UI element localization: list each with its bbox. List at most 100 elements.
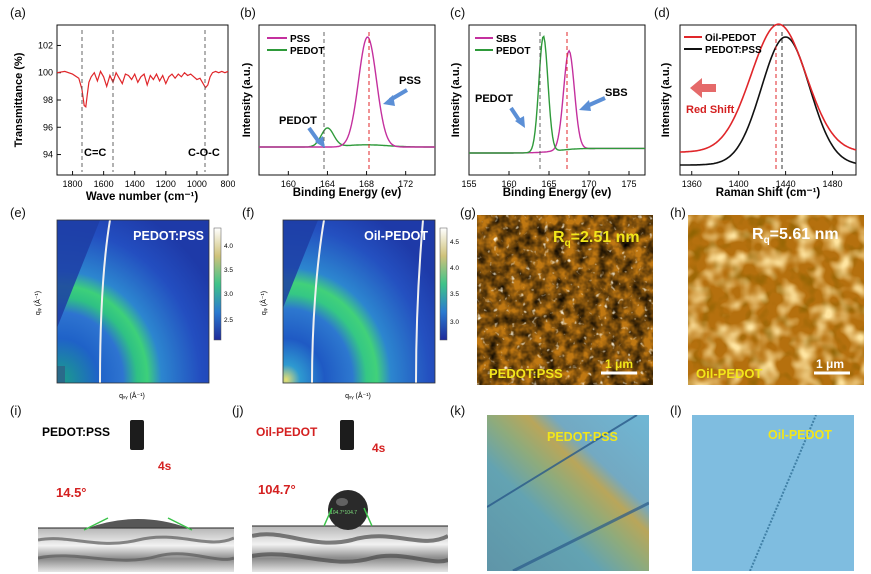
contact-angle-image-j: Oil-PEDOT 4s 104.7° 104.7°104.7 bbox=[252, 420, 448, 572]
x-tick-label: 155 bbox=[461, 179, 476, 189]
annotation-red-shift: Red Shift bbox=[686, 104, 735, 116]
roughness-label: Rq=5.61 nm bbox=[752, 226, 839, 246]
annotation-pedot: PEDOT bbox=[475, 93, 513, 105]
pss-series-line bbox=[259, 36, 435, 148]
oil-pedot-series-line bbox=[680, 23, 857, 153]
scratch-line-1 bbox=[487, 415, 638, 508]
sample-label: PEDOT:PSS bbox=[133, 229, 204, 243]
sample-label: PEDOT:PSS bbox=[547, 430, 618, 444]
sample-label: Oil-PEDOT bbox=[256, 425, 318, 439]
chart-e: PEDOT:PSS 4.0 3.5 3.0 2.5 qₓᵧ (Å⁻¹) qᵩ (… bbox=[33, 219, 233, 400]
panel-label-h: (h) bbox=[670, 205, 686, 220]
x-tick-label: 1440 bbox=[776, 179, 796, 189]
time-label: 4s bbox=[372, 441, 386, 455]
heatmap-wedge bbox=[283, 220, 318, 308]
sample-label: PEDOT:PSS bbox=[42, 425, 110, 439]
needle bbox=[340, 420, 354, 450]
plot-frame bbox=[679, 24, 857, 176]
panel-label-g: (g) bbox=[460, 205, 476, 220]
scratch-line-2 bbox=[512, 501, 649, 571]
reflection-streaks bbox=[252, 532, 448, 564]
annotation-pedot: PEDOT bbox=[279, 115, 317, 127]
detector-gap-line-2 bbox=[415, 219, 424, 384]
y-tick-label: 102 bbox=[38, 40, 53, 50]
chart-b: 160 164 168 172 PSS PEDOT PEDOT PSS Binding… bbox=[241, 24, 436, 199]
afm-image-h: Rq=5.61 nm Oil-PEDOT 1 μm bbox=[688, 215, 864, 385]
legend-label-oil: Oil-PEDOT bbox=[705, 33, 756, 44]
x-tick-label: 168 bbox=[359, 179, 374, 189]
pedot-series-line bbox=[469, 35, 645, 154]
axis-label-x: Raman Shift (cm⁻¹) bbox=[716, 187, 821, 199]
tangent-fit bbox=[83, 517, 193, 531]
x-tick-label: 1200 bbox=[156, 179, 176, 189]
x-tick-label: 160 bbox=[501, 179, 516, 189]
arrow-pedot-head bbox=[515, 116, 525, 128]
plot-frame bbox=[468, 24, 646, 176]
colorbar bbox=[213, 227, 222, 341]
axis-label-y: Intensity (a.u.) bbox=[241, 62, 253, 137]
chart-f: Oil-PEDOT 4.5 4.0 3.5 3.0 qₓᵧ (Å⁻¹) qᵩ (… bbox=[259, 219, 459, 400]
axis-label-y: Transmittance (%) bbox=[13, 52, 25, 147]
micrograph-k: PEDOT:PSS bbox=[487, 415, 649, 571]
panel-label-e: (e) bbox=[10, 205, 26, 220]
heatmap-area bbox=[283, 220, 435, 383]
sample-label: Oil-PEDOT bbox=[696, 366, 763, 381]
annotation-coc: C-O-C bbox=[188, 147, 220, 159]
axis-label-x: qₓᵧ (Å⁻¹) bbox=[119, 391, 145, 400]
detector-gap-line bbox=[99, 219, 111, 384]
x-tick-label: 172 bbox=[398, 179, 413, 189]
x-tick-label: 1000 bbox=[187, 179, 207, 189]
beamstop bbox=[57, 366, 65, 383]
arrow-pedot bbox=[509, 106, 521, 122]
needle bbox=[130, 420, 144, 450]
annotation-pss: PSS bbox=[399, 75, 421, 87]
x-tick-label: 170 bbox=[581, 179, 596, 189]
colorbar-tick: 3.0 bbox=[450, 319, 459, 326]
contact-angle-image-i: PEDOT:PSS 4s 14.5° bbox=[38, 420, 234, 572]
time-label: 4s bbox=[158, 459, 172, 473]
x-tick-label: 160 bbox=[281, 179, 296, 189]
y-tick-label: 94 bbox=[43, 150, 53, 160]
plot-frame bbox=[258, 24, 436, 176]
x-tick-label: 800 bbox=[220, 179, 235, 189]
sample-label: Oil-PEDOT bbox=[364, 229, 428, 243]
roughness-label: Rq=2.51 nm bbox=[553, 229, 640, 249]
panel-label-b: (b) bbox=[240, 5, 256, 20]
colorbar-tick: 3.5 bbox=[224, 267, 233, 274]
ftir-series-line bbox=[56, 69, 229, 108]
angle-label: 104.7° bbox=[258, 482, 296, 497]
substrate-reflection bbox=[252, 526, 448, 572]
tangent-fit bbox=[323, 507, 373, 527]
axis-label-y: Intensity (a.u.) bbox=[450, 62, 462, 137]
chart-c: 155 160 165 170 175 SBS PEDOT PEDOT SBS Bind… bbox=[450, 24, 646, 199]
plot-frame bbox=[56, 219, 210, 384]
panel-label-f: (f) bbox=[242, 205, 255, 220]
arrow-pss-head bbox=[383, 95, 395, 106]
axis-label-x: Binding Energy (ev) bbox=[503, 187, 612, 199]
axis-label-x: qₓᵧ (Å⁻¹) bbox=[345, 391, 371, 400]
colorbar-tick: 4.0 bbox=[224, 243, 233, 250]
x-tick-label: 1600 bbox=[94, 179, 114, 189]
droplet bbox=[88, 519, 188, 528]
arrow-pedot bbox=[307, 126, 321, 144]
chart-d: 1360 1400 1440 1480 Oil-PEDOT PEDOT:PSS Red… bbox=[660, 23, 857, 199]
x-tick-label: 1360 bbox=[682, 179, 702, 189]
reflection-streaks bbox=[38, 535, 234, 562]
legend-label-pedot: PEDOT bbox=[290, 46, 324, 57]
colorbar-tick: 3.5 bbox=[450, 291, 459, 298]
afm-image-g: Rq=2.51 nm PEDOT:PSS 1 μm bbox=[477, 215, 653, 385]
panel-label-i: (i) bbox=[10, 403, 22, 418]
colorbar-tick: 3.0 bbox=[224, 291, 233, 298]
panel-label-c: (c) bbox=[450, 5, 466, 20]
angle-label: 14.5° bbox=[56, 485, 87, 500]
plot-frame bbox=[282, 219, 436, 384]
legend-label-pedot: PEDOT bbox=[496, 46, 530, 57]
annotation-cc: C=C bbox=[84, 147, 106, 159]
arrow-sbs-head bbox=[579, 100, 591, 111]
micrograph-l: Oil-PEDOT bbox=[692, 415, 854, 571]
panel-label-k: (k) bbox=[450, 403, 466, 418]
x-tick-label: 1400 bbox=[125, 179, 145, 189]
y-tick-label: 100 bbox=[38, 68, 53, 78]
axis-label-y: qᵩ (Å⁻¹) bbox=[33, 291, 42, 315]
